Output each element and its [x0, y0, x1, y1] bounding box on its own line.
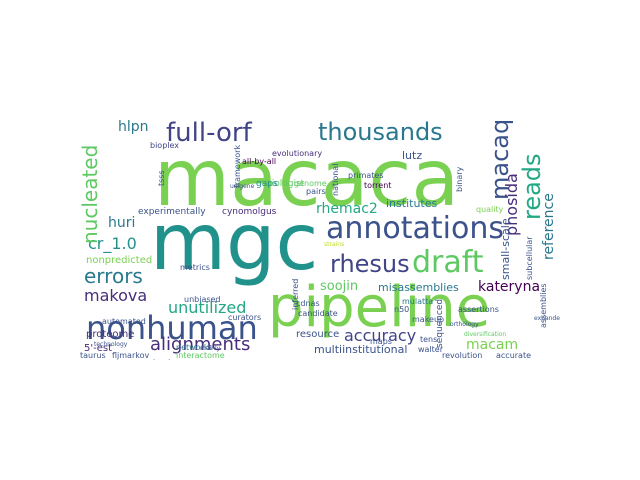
word-assertions: assertions	[458, 305, 499, 314]
word-genome: genome	[294, 179, 327, 188]
word-framework: framework	[233, 144, 242, 188]
word-tens: tens	[420, 335, 438, 344]
word-networks: networks	[176, 343, 213, 352]
word-macaca: macaca	[154, 134, 460, 224]
word-binary: binary	[455, 166, 464, 192]
word-kateryna: kateryna	[478, 279, 541, 295]
word-rhemac2: rhemac2	[316, 201, 378, 217]
word-inferred: inferred	[291, 278, 300, 310]
word-makeup: makeup	[412, 315, 445, 324]
word-lutz: lutz	[402, 149, 423, 162]
word-soojin: soojin	[320, 279, 359, 294]
word-mulatta: mulatta	[402, 297, 434, 306]
word-orthology: orthology	[450, 321, 479, 328]
word-macaque: errors	[84, 264, 143, 288]
word-huri: huri	[108, 215, 136, 231]
word-cdnas: cdnas	[296, 299, 320, 308]
word-national: national	[331, 163, 340, 196]
word-bioplex: bioplex	[150, 141, 180, 150]
word-biologist: biologist	[266, 179, 305, 189]
word-primates: primates	[348, 171, 384, 180]
word-mainly: mainly	[200, 345, 221, 352]
word-misassemblies: misassemblies	[378, 281, 459, 294]
word-all-by-all: all-by-all	[242, 157, 277, 166]
word-small-scale: small-scale	[499, 218, 512, 280]
word-pipeline: pipeline	[268, 275, 491, 340]
word-resource: resource	[296, 329, 340, 340]
word-proteome: proteome	[86, 329, 135, 340]
word-mgc: mgc	[150, 198, 319, 288]
word-hlpn: hlpn	[118, 120, 149, 135]
word-macam: macam	[466, 337, 519, 353]
word-unigene: unigene	[230, 183, 255, 190]
word-thousands: thousands	[318, 120, 443, 146]
word-maps: maps	[370, 337, 392, 346]
word-quality: quality	[476, 205, 504, 214]
word-nonhuman: nonhuman	[86, 309, 258, 347]
word-automated: automated	[102, 317, 146, 326]
word-subcellular: subcellular	[525, 236, 534, 280]
word-draft: draft	[412, 245, 484, 280]
word-unutilized: unutilized	[168, 298, 247, 317]
word-fljmarkov: fljmarkov	[112, 351, 150, 360]
word-annotations: annotations	[326, 211, 505, 246]
word-sequenced: sequenced	[435, 298, 445, 348]
word-taurus: taurus	[80, 351, 106, 360]
word-multiinstitutional: multiinstitutional	[314, 343, 408, 356]
word-experimentally: experimentally	[138, 207, 206, 217]
word-nonpredicted: nonpredicted	[86, 255, 153, 266]
word-n50: n50	[394, 305, 410, 314]
word-rhesus: rhesus	[330, 250, 410, 278]
word-makova: makova	[84, 286, 148, 305]
word-walter: walter	[418, 345, 444, 354]
word-interactome: interactome	[176, 351, 225, 360]
word-curators: curators	[228, 313, 262, 322]
word-accurate: accurate	[496, 351, 532, 360]
word-full-orf: full-orf	[166, 120, 252, 148]
word-diversification: diversification	[464, 331, 507, 338]
word-torrent: torrent	[364, 181, 392, 190]
word-evolutionary: evolutionary	[272, 149, 323, 158]
word-technology: technology	[94, 341, 128, 348]
word-cloud: macaca mgc pipeline nonhuman annotations…	[80, 120, 560, 360]
word-metrics: metrics	[180, 263, 210, 272]
word-expanded: expanded	[534, 315, 560, 322]
word-institutes: institutes	[386, 197, 438, 210]
word-pairs: pairs	[306, 187, 326, 196]
word-accuracy: accuracy	[344, 326, 417, 345]
word-cynomolgus: cynomolgus	[222, 207, 277, 217]
word-5-est: 5'-est	[84, 343, 113, 354]
word-candidate: candidate	[298, 309, 338, 318]
word-reference: reference	[541, 193, 557, 260]
word-nucleated: nucleated	[80, 144, 102, 244]
word-gaps: gaps	[256, 179, 278, 189]
word-revolution: revolution	[442, 351, 483, 360]
word-cr_1.0: cr_1.0	[88, 234, 137, 253]
word-unbiased: unbiased	[184, 295, 221, 304]
word-tsss: tsss	[157, 170, 166, 186]
word-strains: strains	[324, 241, 345, 248]
word-alignments: alignments	[150, 334, 251, 355]
